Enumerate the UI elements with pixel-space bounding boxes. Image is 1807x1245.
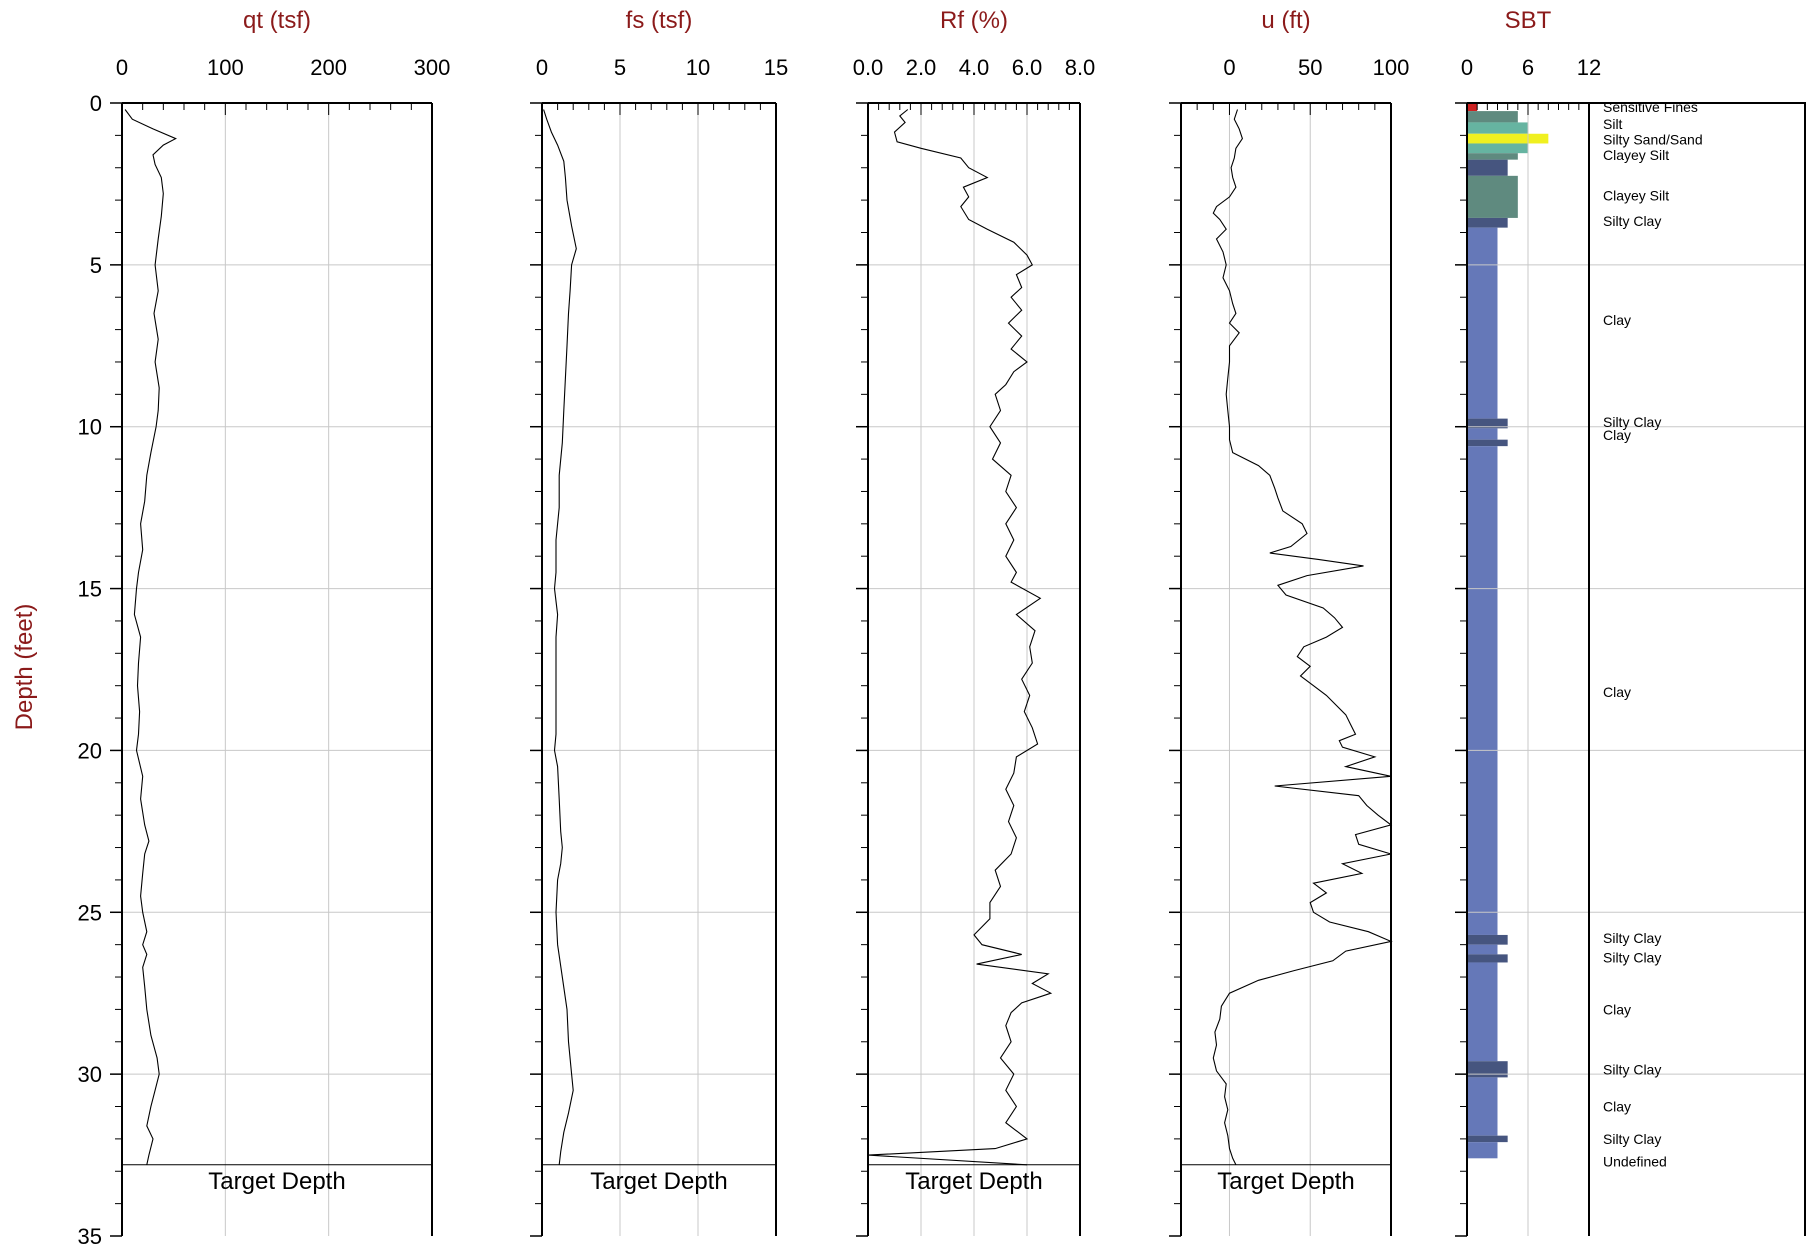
depth-tick-label: 0 [90,91,102,116]
track-title: u (ft) [1261,7,1310,34]
sbt-layer [1467,1142,1498,1159]
sbt-layer [1467,159,1508,176]
sbt-layer [1467,1077,1498,1136]
sbt-layer [1467,227,1498,419]
track-0: 0 100 200 300 qt (tsf) Target Depth [110,7,451,1237]
sbt-layer [1467,111,1518,123]
track-title: SBT [1505,7,1552,34]
sbt-layer [1467,446,1498,935]
sbt-layer-label: Silty Clay [1603,1061,1661,1077]
sbt-layer [1467,944,1498,955]
depth-tick-label: 15 [78,577,102,602]
x-tick-label: 300 [414,55,451,80]
target-depth-label: Target Depth [1217,1168,1354,1195]
series-line [543,109,577,1165]
x-tick-label: 5 [614,55,626,80]
sbt-layer-label: Clay [1603,1099,1631,1115]
depth-tick-label: 25 [78,900,102,925]
x-tick-label: 0 [536,55,548,80]
x-tick-label: 4.0 [959,55,990,80]
series-line [124,109,177,1165]
sbt-layer-label: Silty Clay [1603,213,1661,229]
sbt-layer-label: Clay [1603,312,1631,328]
x-tick-label: 100 [207,55,244,80]
sbt-layer [1467,962,1498,1062]
sbt-layer [1467,103,1478,112]
track-title: Rf (%) [940,7,1008,34]
x-tick-label: 50 [1298,55,1322,80]
depth-tick-label: 20 [78,738,102,763]
x-tick-label: 0 [1461,55,1473,80]
sbt-layer-label: Silt [1603,116,1623,132]
x-tick-label: 200 [310,55,347,80]
sbt-layer-label: Clay [1603,684,1631,700]
sbt-layer-label: Silty Clay [1603,1131,1661,1147]
target-depth-label: Target Depth [208,1168,345,1195]
sbt-layer-label: Clay [1603,1001,1631,1017]
depth-tick-label: 10 [78,415,102,440]
sbt-layer-label: Silty Clay [1603,414,1661,430]
x-tick-label: 6 [1522,55,1534,80]
series-line [1212,109,1393,1166]
sbt-layer-label: Clayey Silt [1603,187,1669,203]
track-3: 0 50 100 u (ft) Target Depth [1169,7,1410,1237]
sbt-layer [1467,122,1528,134]
depth-tick-label: 35 [78,1224,102,1245]
sbt-layer-label: Clay [1603,427,1631,443]
x-tick-label: 12 [1577,55,1601,80]
x-tick-label: 8.0 [1065,55,1096,80]
x-tick-label: 15 [764,55,788,80]
sbt-layer [1467,1135,1508,1143]
series-line [867,109,1053,1166]
x-tick-label: 0 [116,55,128,80]
track-title: fs (tsf) [626,7,693,34]
sbt-layer [1467,175,1518,218]
sbt-layer [1467,934,1508,945]
sbt-layer-label: Sensitive Fines [1603,99,1698,115]
depth-axis: 0 5 10 15 20 25 30 35 [78,91,102,1245]
track-title: qt (tsf) [243,7,311,34]
x-tick-label: 0 [1223,55,1235,80]
track-2: 0.0 2.0 4.0 6.0 8.0 Rf (%) Target Depth [853,7,1096,1237]
depth-tick-label: 30 [78,1062,102,1087]
sbt-layer [1467,133,1549,144]
x-tick-label: 100 [1373,55,1410,80]
sbt-layer [1467,217,1508,228]
sbt-layer [1467,1061,1508,1078]
x-tick-label: 10 [686,55,710,80]
depth-tick-label: 5 [90,253,102,278]
sbt-layer [1467,418,1508,429]
target-depth-label: Target Depth [590,1168,727,1195]
sbt-layer-label: Silty Sand/Sand [1603,131,1703,147]
sbt-layer [1467,428,1498,440]
sbt-layer [1467,954,1508,963]
x-tick-label: 0.0 [853,55,884,80]
sbt-layer-label: Silty Clay [1603,930,1661,946]
sbt-layer [1467,153,1518,160]
x-tick-label: 6.0 [1012,55,1043,80]
track-1: 0 5 10 15 fs (tsf) Target Depth [530,7,788,1237]
sbt-layer [1467,439,1508,447]
sbt-layer-label: Silty Clay [1603,950,1661,966]
depth-axis-label: Depth (feet) [11,604,38,731]
sbt-layer-label: Clayey Silt [1603,147,1669,163]
sbt-layer-label: Undefined [1603,1154,1667,1170]
target-depth-label: Target Depth [905,1168,1042,1195]
sbt-layer [1467,143,1528,154]
x-tick-label: 2.0 [906,55,937,80]
